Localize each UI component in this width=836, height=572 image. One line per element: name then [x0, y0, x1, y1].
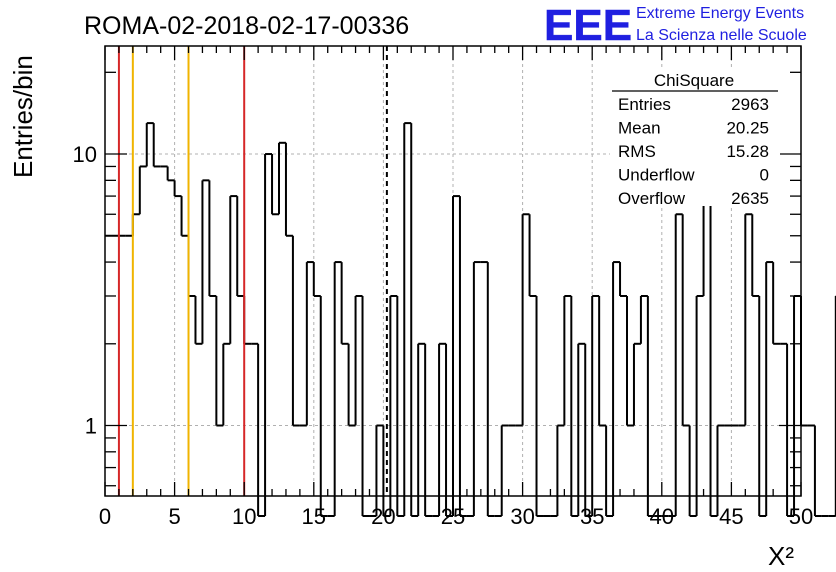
stats-box: ChiSquare Entries 2963 Mean 20.25 RMS 15.28 Un…	[610, 68, 780, 208]
y-tick-label: 1	[85, 414, 97, 439]
x-tick-label: 30	[510, 504, 534, 529]
x-tick-label: 25	[441, 504, 465, 529]
x-tick-label: 15	[302, 504, 326, 529]
x-tick-label: 40	[650, 504, 674, 529]
x-tick-label: 10	[232, 504, 256, 529]
stats-row-label: Mean	[618, 119, 661, 138]
logo-line2: La Scienza nelle Scuole	[636, 27, 807, 44]
plot-frame	[104, 45, 802, 497]
stats-row-label: Entries	[618, 95, 671, 114]
y-axis-label: Entries/bin	[8, 55, 38, 178]
logo-mark: EEE	[544, 1, 632, 50]
x-tick-label: 50	[789, 504, 813, 529]
x-axis-label: X²	[768, 541, 794, 571]
stats-row-label: Underflow	[618, 166, 695, 185]
logo-line1: Extreme Energy Events	[636, 5, 804, 22]
stats-row-value: 0	[760, 166, 769, 185]
x-tick-label: 5	[168, 504, 180, 529]
x-tick-label: 35	[580, 504, 604, 529]
histogram-bars	[105, 122, 836, 517]
x-tick-label: 20	[371, 504, 395, 529]
eee-logo: EEE Extreme Energy Events La Scienza nel…	[544, 1, 807, 51]
x-tick-label: 45	[719, 504, 743, 529]
axis-ticks: 0 5 10 15 20 25 30 35 40 45 50 1 10	[73, 46, 813, 529]
y-tick-label: 10	[73, 142, 97, 167]
chart-title: ROMA-02-2018-02-17-00336	[84, 12, 409, 40]
x-tick-label: 0	[99, 504, 111, 529]
reference-lines	[117, 46, 388, 496]
stats-box-title: ChiSquare	[654, 71, 734, 90]
stats-row-label: RMS	[618, 142, 656, 161]
stats-row-label: Overflow	[618, 189, 686, 208]
stats-row-value: 15.28	[726, 142, 769, 161]
stats-row-value: 2963	[731, 95, 769, 114]
stats-row-value: 20.25	[726, 119, 769, 138]
stats-row-value: 2635	[731, 189, 769, 208]
